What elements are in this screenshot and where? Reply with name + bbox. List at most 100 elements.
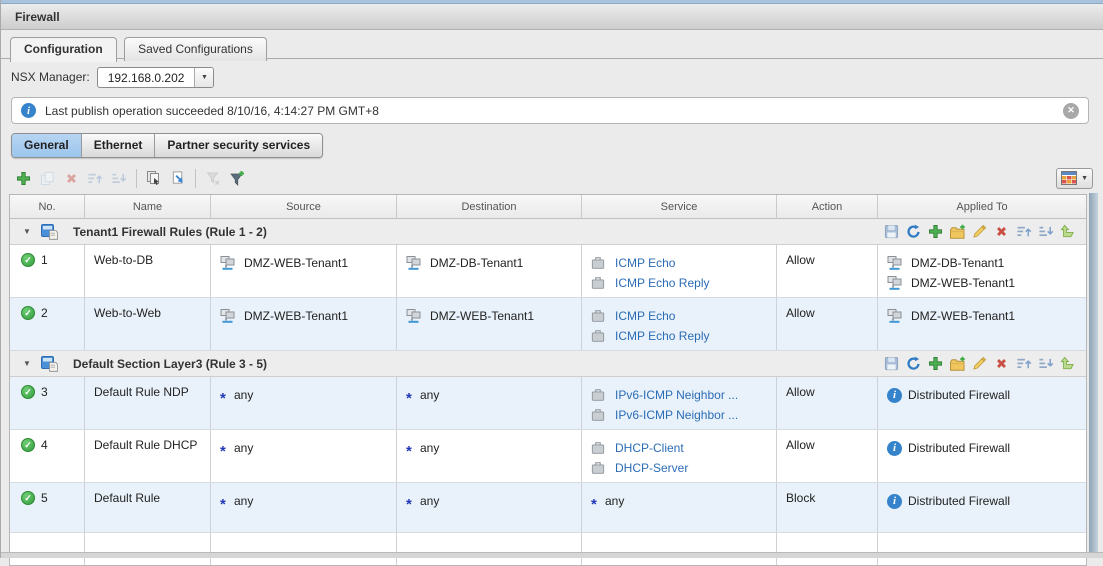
rule-number: 2	[41, 306, 48, 320]
cell-name: Default Rule DHCP	[85, 430, 211, 482]
rule-row[interactable]: ✓ 4 Default Rule DHCP * any * any DHCP-Client DH…	[10, 430, 1086, 483]
column-header-applied-to[interactable]: Applied To	[878, 195, 1086, 219]
rule-enabled-icon: ✓	[21, 438, 35, 452]
rule-enabled-icon: ✓	[21, 385, 35, 399]
move-up-icon	[1016, 356, 1032, 371]
section-delete-button[interactable]	[992, 354, 1011, 373]
collapse-triangle-icon[interactable]: ▼	[23, 227, 31, 236]
rule-row[interactable]: ✓ 3 Default Rule NDP * any * any IPv6-ICMP Neig…	[10, 377, 1086, 430]
cell-action: Allow	[777, 430, 878, 482]
add-icon	[928, 224, 943, 239]
delete-icon	[65, 172, 78, 185]
rule-number: 3	[41, 385, 48, 399]
section-move-down-button[interactable]	[1036, 354, 1055, 373]
tab-saved-configurations[interactable]: Saved Configurations	[124, 37, 267, 61]
section-refresh-button[interactable]	[904, 222, 923, 241]
revert-changes-button[interactable]	[144, 168, 164, 188]
service-icon	[591, 256, 609, 270]
column-header-service[interactable]: Service	[582, 195, 777, 219]
close-icon[interactable]: ✕	[1063, 102, 1079, 119]
section-save-button[interactable]	[882, 354, 901, 373]
subtab-partner-security-services[interactable]: Partner security services	[155, 134, 323, 157]
service-entry: DHCP-Server	[591, 458, 770, 478]
section-merge-button[interactable]	[1058, 222, 1077, 241]
applied-to-value: Distributed Firewall	[908, 388, 1011, 402]
info-icon: i	[887, 440, 902, 456]
column-header-no[interactable]: No.	[10, 195, 85, 219]
info-icon: i	[887, 493, 902, 509]
section-edit-button[interactable]	[970, 222, 989, 241]
section-header-row: ▼ Default Section Layer3 (Rule 3 - 5)	[10, 351, 1086, 377]
service-value[interactable]: IPv6-ICMP Neighbor ...	[615, 408, 739, 422]
section-edit-button[interactable]	[970, 354, 989, 373]
section-move-down-button[interactable]	[1036, 222, 1055, 241]
section-move-up-button[interactable]	[1014, 222, 1033, 241]
tab-bar: Configuration Saved Configurations	[1, 30, 1103, 62]
chevron-down-icon[interactable]: ▼	[194, 67, 214, 87]
section-folder-add-button[interactable]	[948, 354, 967, 373]
column-header-destination[interactable]: Destination	[397, 195, 582, 219]
section-merge-button[interactable]	[1058, 354, 1077, 373]
cell-service: ICMP Echo ICMP Echo Reply	[582, 245, 777, 297]
security-group-icon	[220, 308, 238, 324]
move-rule-up-button[interactable]	[85, 168, 105, 188]
service-value[interactable]: ICMP Echo	[615, 256, 676, 270]
column-chooser-button[interactable]: ▼	[1056, 167, 1093, 189]
tab-configuration[interactable]: Configuration	[10, 37, 117, 62]
subtab-bar: General Ethernet Partner security servic…	[11, 133, 324, 158]
subtab-general[interactable]: General	[12, 134, 82, 157]
collapse-triangle-icon[interactable]: ▼	[23, 359, 31, 368]
export-rules-button[interactable]	[168, 168, 188, 188]
section-folder-add-button[interactable]	[948, 222, 967, 241]
cell-applied-to: DMZ-DB-Tenant1 DMZ-WEB-Tenant1	[878, 245, 1086, 297]
column-header-name[interactable]: Name	[85, 195, 211, 219]
rule-action: Allow	[786, 253, 815, 267]
vertical-scrollbar[interactable]	[1089, 193, 1098, 552]
section-save-button[interactable]	[882, 222, 901, 241]
service-value[interactable]: ICMP Echo Reply	[615, 276, 710, 290]
cell-action: Allow	[777, 377, 878, 429]
service-icon	[591, 309, 609, 323]
info-icon: i	[21, 103, 36, 118]
add-rule-button[interactable]	[13, 168, 33, 188]
delete-icon	[995, 357, 1008, 370]
rule-enabled-icon: ✓	[21, 253, 35, 267]
copy-rule-button[interactable]	[37, 168, 57, 188]
refresh-icon	[906, 356, 921, 371]
move-up-icon	[1016, 224, 1032, 239]
cell-applied-to: i Distributed Firewall	[878, 377, 1086, 429]
rule-name: Web-to-DB	[94, 253, 154, 267]
section-refresh-button[interactable]	[904, 354, 923, 373]
service-value[interactable]: ICMP Echo Reply	[615, 329, 710, 343]
rule-row[interactable]: ✓ 2 Web-to-Web DMZ-WEB-Tenant1 DMZ-WEB-Tenan…	[10, 298, 1086, 351]
column-header-action[interactable]: Action	[777, 195, 878, 219]
apply-filter-button[interactable]	[227, 168, 247, 188]
service-value[interactable]: DHCP-Server	[615, 461, 689, 475]
rules-toolbar-icons	[13, 168, 251, 188]
rule-action: Allow	[786, 306, 815, 320]
any-asterisk-icon: *	[220, 495, 226, 513]
move-down-icon	[1038, 356, 1054, 371]
horizontal-scrollbar[interactable]	[1, 552, 1103, 558]
delete-rule-button[interactable]	[61, 168, 81, 188]
empty-cell	[777, 533, 878, 565]
move-rule-down-button[interactable]	[109, 168, 129, 188]
subtab-ethernet[interactable]: Ethernet	[81, 134, 156, 157]
section-delete-button[interactable]	[992, 222, 1011, 241]
edit-icon	[972, 356, 987, 371]
publish-status-message: Last publish operation succeeded 8/10/16…	[45, 103, 379, 118]
service-value[interactable]: IPv6-ICMP Neighbor ...	[615, 388, 739, 402]
service-value[interactable]: DHCP-Client	[615, 441, 684, 455]
section-add-button[interactable]	[926, 354, 945, 373]
service-value[interactable]: ICMP Echo	[615, 309, 676, 323]
nsx-manager-dropdown[interactable]: 192.168.0.202 ▼	[96, 66, 215, 88]
rule-row[interactable]: ✓ 1 Web-to-DB DMZ-WEB-Tenant1 DMZ-DB-Tenant1…	[10, 245, 1086, 298]
section-move-up-button[interactable]	[1014, 354, 1033, 373]
rule-row[interactable]: ✓ 5 Default Rule * any * any * any Block i Distribu…	[10, 483, 1086, 533]
service-icon	[591, 461, 609, 475]
clear-filter-button[interactable]	[203, 168, 223, 188]
column-header-source[interactable]: Source	[211, 195, 397, 219]
cell-action: Allow	[777, 298, 878, 350]
section-add-button[interactable]	[926, 222, 945, 241]
folder-add-icon	[949, 224, 966, 240]
